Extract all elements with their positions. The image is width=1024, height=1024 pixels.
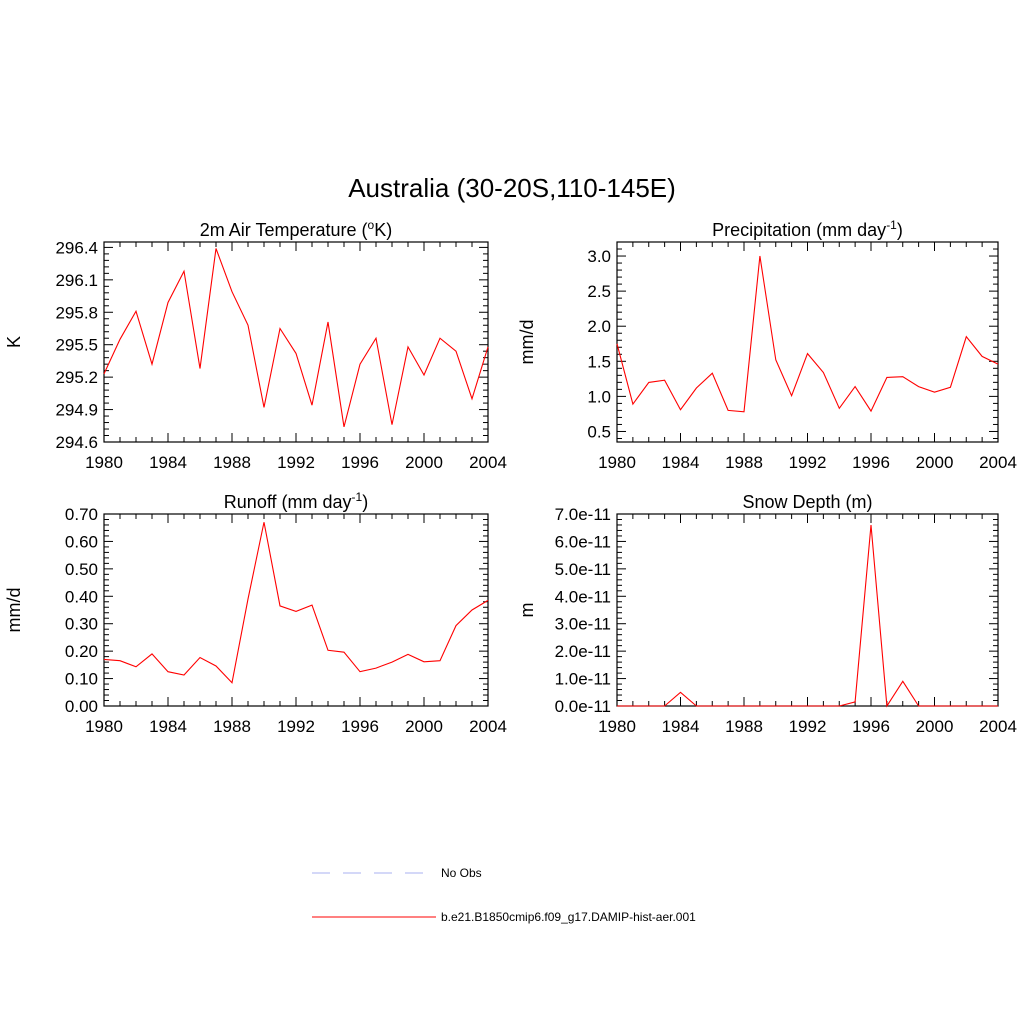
legend: No Obs b.e21.B1850cmip6.f09_g17.DAMIP-his… [312,866,696,924]
x-tick-label: 1984 [149,453,187,472]
x-tick-label: 1988 [213,453,251,472]
x-tick-label: 1996 [852,717,890,736]
y-tick-label: 296.4 [55,238,98,257]
x-tick-label: 1992 [277,453,315,472]
panel-2: Runoff (mm day-1) mm/d 1980 1984 1988 1992 199… [4,490,507,736]
plot-frame [103,513,489,707]
panel-3: Snow Depth (m) m 1980 1984 1988 1992 1996 2000 2… [517,492,1017,736]
y-axis-label: mm/d [4,588,24,633]
y-tick-label: 2.0e-11 [555,642,611,661]
y-tick-label: 0.00 [65,697,98,716]
x-tick-label: 1996 [852,453,890,472]
y-tick-label: 0.10 [65,670,98,689]
y-tick-label: 3.0 [587,247,611,266]
y-axis-label: m [517,603,537,618]
panel-title: Precipitation (mm day-1) [712,218,903,240]
x-tick-label: 2000 [405,717,443,736]
x-tick-label: 1996 [341,453,379,472]
y-tick-label: 295.5 [55,336,98,355]
plot-frame [616,513,999,707]
x-tick-label: 1980 [598,453,636,472]
y-tick-label: 1.5 [587,352,611,371]
y-tick-label: 0.20 [65,642,98,661]
x-tick-label: 1988 [725,717,763,736]
panel-1: Precipitation (mm day-1) mm/d 1980 1984 1988… [517,218,1017,472]
x-tick-label: 2004 [469,453,507,472]
y-tick-label: 295.8 [55,303,98,322]
x-tick-label: 1992 [789,717,827,736]
x-tick-label: 1980 [85,717,123,736]
y-tick-label: 2.0 [587,317,611,336]
x-tick-label: 2000 [916,717,954,736]
y-axis-label: mm/d [517,320,537,365]
y-tick-label: 0.50 [65,560,98,579]
series-line [616,255,999,413]
x-tick-label: 2000 [916,453,954,472]
x-tick-label: 1992 [789,453,827,472]
x-tick-label: 1984 [662,717,700,736]
y-tick-label: 0.70 [65,505,98,524]
x-tick-label: 1988 [213,717,251,736]
x-tick-label: 1992 [277,717,315,736]
x-tick-label: 1996 [341,717,379,736]
y-tick-label: 3.0e-11 [555,615,611,634]
x-tick-label: 1984 [662,453,700,472]
y-tick-label: 1.0e-11 [555,670,611,689]
panel-title: Snow Depth (m) [742,492,872,512]
x-tick-label: 1984 [149,717,187,736]
y-tick-label: 296.1 [55,271,98,290]
y-tick-label: 295.2 [55,368,98,387]
panels: 2m Air Temperature (oK) K 1980 1984 1988 1992… [4,218,1017,736]
y-tick-label: 2.5 [587,282,611,301]
series-line [103,522,489,684]
y-tick-label: 0.40 [65,587,98,606]
panel-title: Runoff (mm day-1) [224,490,368,512]
panel-title: 2m Air Temperature (oK) [200,218,392,240]
series-line [617,524,998,708]
x-tick-label: 2004 [469,717,507,736]
y-tick-label: 1.0 [587,387,611,406]
y-tick-label: 0.30 [65,615,98,634]
x-tick-label: 1980 [598,717,636,736]
x-tick-label: 1980 [85,453,123,472]
y-tick-label: 0.5 [587,422,611,441]
plot-frame [616,241,999,443]
y-tick-label: 6.0e-11 [555,532,611,551]
y-axis-label: K [4,336,24,348]
y-tick-label: 4.0e-11 [555,587,611,606]
legend-label: No Obs [441,866,482,880]
x-tick-label: 2004 [979,717,1017,736]
x-tick-label: 1988 [725,453,763,472]
series-line [103,248,489,428]
figure-title: Australia (30-20S,110-145E) [348,173,676,203]
x-tick-label: 2000 [405,453,443,472]
y-tick-label: 7.0e-11 [555,505,611,524]
panel-0: 2m Air Temperature (oK) K 1980 1984 1988 1992… [4,218,507,472]
y-tick-label: 294.6 [55,433,98,452]
y-tick-label: 0.0e-11 [555,697,611,716]
y-tick-label: 0.60 [65,532,98,551]
plot-frame [103,241,489,443]
x-tick-label: 2004 [979,453,1017,472]
y-tick-label: 294.9 [55,401,98,420]
legend-label: b.e21.B1850cmip6.f09_g17.DAMIP-hist-aer.… [441,910,696,924]
y-tick-label: 5.0e-11 [555,560,611,579]
